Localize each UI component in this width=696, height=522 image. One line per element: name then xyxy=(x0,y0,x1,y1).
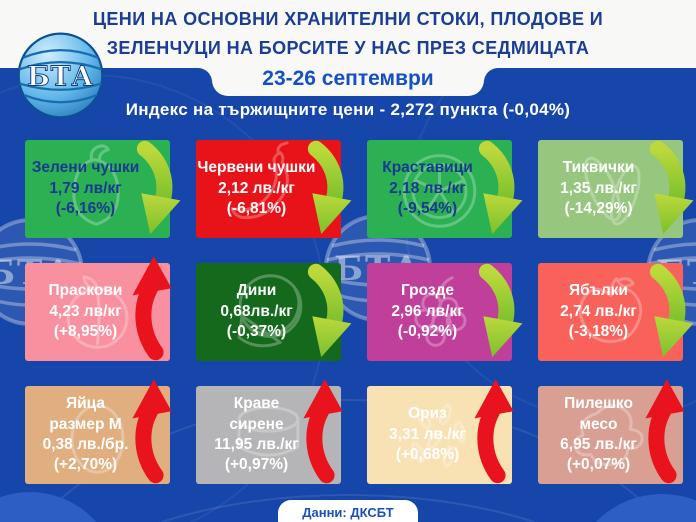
title-line-2: ЗЕЛЕНЧУЦИ НА БОРСИТЕ У НАС ПРЕЗ СЕДМИЦАТ… xyxy=(106,38,590,58)
product-price: 2,18 лв./кг xyxy=(389,179,466,197)
product-name: Дини xyxy=(236,282,277,300)
price-tile-praskovi: Праскови 4,23 лв/кг (+8,95%) xyxy=(25,256,172,361)
product-name: Ориз xyxy=(408,405,447,423)
date-range-label: 23-26 септември xyxy=(262,67,434,90)
price-tile-yabalki: Ябълки 2,74 лв./кг (-3,18%) xyxy=(538,263,694,361)
title-line-1: ЦЕНИ НА ОСНОВНИ ХРАНИТЕЛНИ СТОКИ, ПЛОДОВ… xyxy=(92,9,604,29)
product-name: Червени чушки xyxy=(197,159,316,177)
product-price: 2,96 лв/кг xyxy=(391,302,464,320)
apple-watermark-icon xyxy=(578,277,643,343)
index-line: Индекс на тържищните цени - 2,272 пункта… xyxy=(125,100,571,119)
product-price: 11,95 лв./кг xyxy=(214,436,299,453)
product-price: 2,12 лв./кг xyxy=(218,179,295,197)
product-change: (-14,29%) xyxy=(564,200,633,218)
peach-watermark-icon xyxy=(66,275,129,349)
product-change: (-3,18%) xyxy=(568,323,629,341)
product-price: 1,79 лв/кг xyxy=(49,179,122,197)
rice-watermark-icon xyxy=(411,403,467,468)
cheese-watermark-icon xyxy=(237,406,300,457)
product-change: (+2,70%) xyxy=(53,456,118,474)
product-change: (-0,92%) xyxy=(397,323,458,341)
product-name: Краставици xyxy=(382,159,473,177)
price-tile-yaytsa: Яйца размер М 0,38 лв./бр. (+2,70%) xyxy=(25,379,172,484)
product-price: 2,74 лв./кг xyxy=(560,302,637,320)
price-tile-dini: Дини 0,68лв./кг (-0,37%) xyxy=(196,263,352,361)
source-label: Данни: ДКСБТ xyxy=(302,504,394,520)
price-tile-oriz: Ориз 3,31 лв./кг (+0,68%) xyxy=(367,379,514,484)
product-price: 6,95 лв./кг xyxy=(560,436,637,453)
logo-latitude-lines xyxy=(19,49,102,104)
date-tab-flare-right xyxy=(484,68,498,82)
product-change: (+0,07%) xyxy=(566,456,631,474)
product-name: Краве сирене xyxy=(229,395,284,433)
product-name: Тиквички xyxy=(562,159,635,177)
date-tab: 23-26 септември xyxy=(212,67,484,96)
product-price: 0,38 лв./бр. xyxy=(42,436,129,453)
product-change: (+0,68%) xyxy=(395,446,460,464)
source-tab: Данни: ДКСБТ xyxy=(278,500,418,522)
product-price: 3,31 лв./кг xyxy=(389,425,466,443)
zucchini-watermark-icon xyxy=(583,156,641,226)
green-pepper-watermark-icon xyxy=(72,144,120,226)
price-tile-grozde: Грозде 2,96 лв/кг (-0,92%) xyxy=(367,263,523,361)
product-name: Ябълки xyxy=(569,282,628,300)
product-change: (+0,97%) xyxy=(224,456,289,474)
cucumber-slice-watermark-icon xyxy=(402,154,477,228)
chicken-watermark-icon xyxy=(573,404,644,467)
page-title: ЦЕНИ НА ОСНОВНИ ХРАНИТЕЛНИ СТОКИ, ПЛОДОВ… xyxy=(0,5,696,63)
bta-logo: БТА xyxy=(17,32,104,119)
price-tile-zeleni-chushki: Зелени чушки 1,79 лв/кг (-6,16%) xyxy=(25,140,181,238)
product-change: (+8,95%) xyxy=(53,323,118,341)
price-tile-krastavici: Краставици 2,18 лв./кг (-9,54%) xyxy=(367,140,523,238)
product-change: (-0,37%) xyxy=(226,323,287,341)
date-tab-flare-left xyxy=(198,68,212,82)
price-tile-krave-sirene: Краве сирене 11,95 лв./кг (+0,97%) xyxy=(196,379,343,484)
price-grid: Зелени чушки 1,79 лв/кг (-6,16%) Червени ч… xyxy=(25,140,694,484)
egg-watermark-icon xyxy=(70,404,125,474)
product-price: 4,23 лв/кг xyxy=(49,302,122,320)
product-change: (-6,81%) xyxy=(226,200,287,218)
watermelon-watermark-icon xyxy=(237,274,303,348)
product-name: Яйца размер М xyxy=(49,395,122,433)
corner-globe xyxy=(595,494,696,522)
header-band xyxy=(0,0,696,68)
product-price: 0,68лв./кг xyxy=(220,302,293,320)
product-name: Праскови xyxy=(48,282,123,300)
product-price: 1,35 лв./кг xyxy=(560,179,637,197)
price-tile-tikvichki: Тиквички 1,35 лв./кг (-14,29%) xyxy=(538,140,694,238)
product-name: Грозде xyxy=(400,282,455,300)
logo-text: БТА xyxy=(27,61,94,92)
price-tile-pileshko-meso: Пилешко месо 6,95 лв./кг (+0,07%) xyxy=(538,379,685,484)
product-name: Пилешко месо xyxy=(564,395,633,433)
chili-pepper-watermark-icon xyxy=(230,141,289,220)
corner-globe xyxy=(0,492,97,522)
price-tile-cherveni-chushki: Червени чушки 2,12 лв./кг (-6,81%) xyxy=(196,140,352,238)
product-name: Зелени чушки xyxy=(31,159,140,177)
grapes-watermark-icon xyxy=(414,276,467,347)
product-change: (-6,16%) xyxy=(55,200,116,218)
product-change: (-9,54%) xyxy=(397,200,458,218)
